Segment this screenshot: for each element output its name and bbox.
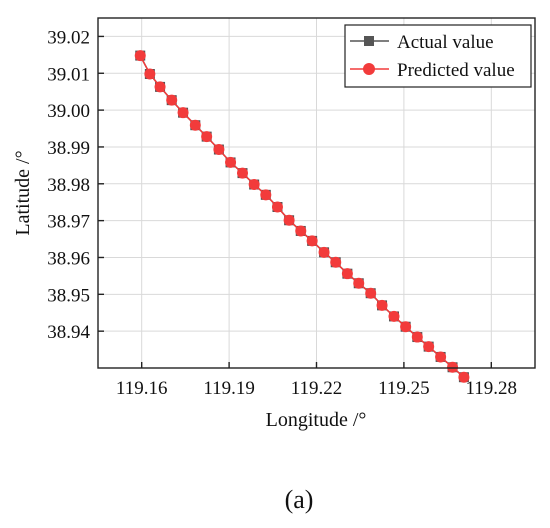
y-axis-label: Latitude /° [12,150,34,235]
y-tick-label: 38.94 [47,322,90,343]
x-tick-label: 119.19 [203,378,255,399]
predicted-point [458,371,470,383]
predicted-point [134,50,146,62]
y-tick-label: 38.97 [47,212,90,233]
predicted-point [353,277,365,289]
legend-box [344,24,532,88]
predicted-point [423,341,435,353]
figure-caption: (a) [285,485,314,514]
predicted-point [189,119,201,131]
predicted-point [260,189,272,201]
predicted-point [248,179,260,191]
series-layer [134,50,470,383]
legend-label-predicted: Predicted value [397,60,515,81]
x-tick-label: 119.25 [378,378,430,399]
predicted-point [318,246,330,258]
x-tick-label: 119.28 [466,378,518,399]
predicted-point [225,156,237,168]
y-tick-label: 38.98 [47,175,90,196]
predicted-point [271,201,283,213]
y-tick-label: 39.00 [47,101,90,122]
legend: Actual value Predicted value [344,24,532,88]
x-axis-label: Longitude /° [266,409,367,431]
series-line [139,55,465,378]
y-tick-label: 38.99 [47,138,90,159]
series-line [139,55,465,378]
y-tick-label: 38.95 [47,285,90,306]
x-tick-label: 119.16 [116,378,168,399]
predicted-point [330,256,342,268]
predicted-point [306,235,318,247]
x-tick-label: 119.22 [291,378,343,399]
predicted-point [177,107,189,119]
legend-label-actual: Actual value [397,32,494,53]
y-tick-label: 38.96 [47,248,90,269]
predicted-point [237,167,249,179]
predicted-point [166,94,178,106]
predicted-point [365,287,377,299]
predicted-point [376,299,388,311]
predicted-point [283,214,295,226]
predicted-point [213,144,225,156]
y-tick-label: 39.01 [47,64,90,85]
predicted-point [411,331,423,343]
predicted-point [435,351,447,363]
predicted-point [154,81,166,93]
predicted-point [447,361,459,373]
predicted-point [341,268,353,280]
predicted-point [201,131,213,143]
axis-ticks: 119.16 119.19 119.22 119.25 119.28 38.94 38.95… [47,27,517,399]
legend-marker-predicted [363,63,375,75]
y-tick-label: 39.02 [47,27,90,48]
predicted-point [295,225,307,237]
predicted-point [144,68,156,80]
legend-marker-actual [364,36,374,46]
predicted-point [388,310,400,322]
predicted-point [400,321,412,333]
series-predicted [134,50,470,383]
